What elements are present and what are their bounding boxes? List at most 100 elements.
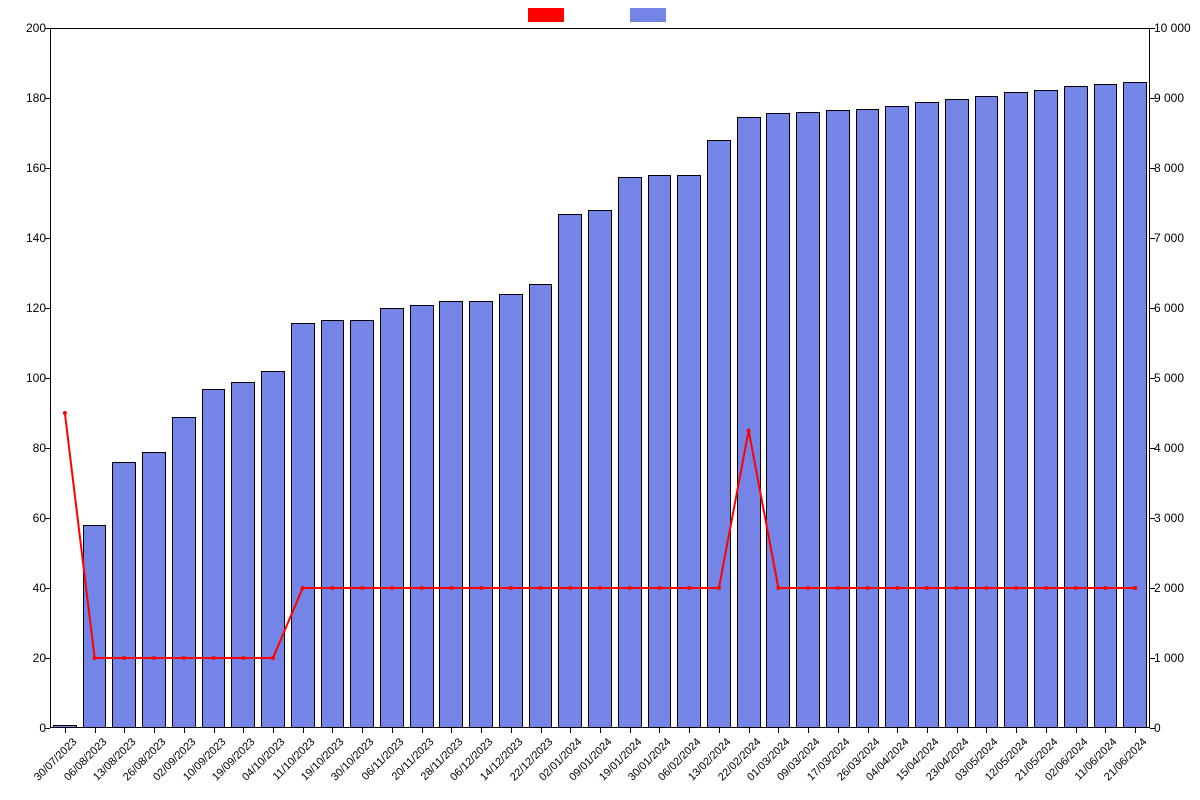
line-series bbox=[65, 413, 1135, 658]
tick-mark bbox=[124, 728, 125, 733]
ytick-right-label: 3 000 bbox=[1154, 511, 1200, 525]
tick-mark bbox=[243, 728, 244, 733]
line-marker bbox=[182, 656, 186, 660]
tick-mark bbox=[184, 728, 185, 733]
tick-mark bbox=[778, 728, 779, 733]
tick-mark bbox=[45, 588, 50, 589]
tick-mark bbox=[45, 448, 50, 449]
line-marker bbox=[301, 586, 305, 590]
tick-mark bbox=[957, 728, 958, 733]
line-marker bbox=[122, 656, 126, 660]
ytick-left-label: 180 bbox=[6, 91, 46, 105]
tick-mark bbox=[1150, 518, 1155, 519]
tick-mark bbox=[1150, 98, 1155, 99]
tick-mark bbox=[303, 728, 304, 733]
tick-mark bbox=[600, 728, 601, 733]
line-marker bbox=[479, 586, 483, 590]
tick-mark bbox=[1150, 658, 1155, 659]
line-marker bbox=[925, 586, 929, 590]
line-marker bbox=[1103, 586, 1107, 590]
line-marker bbox=[657, 586, 661, 590]
line-marker bbox=[271, 656, 275, 660]
line-marker bbox=[747, 429, 751, 433]
line-marker bbox=[152, 656, 156, 660]
ytick-right-label: 0 bbox=[1154, 721, 1200, 735]
tick-mark bbox=[1016, 728, 1017, 733]
line-marker bbox=[509, 586, 513, 590]
line-layer bbox=[50, 28, 1150, 728]
chart-stage: 020406080100120140160180200 01 0002 0003… bbox=[0, 0, 1200, 800]
line-marker bbox=[539, 586, 543, 590]
line-marker bbox=[63, 411, 67, 415]
legend-swatch-line bbox=[528, 8, 564, 22]
ytick-left-label: 160 bbox=[6, 161, 46, 175]
tick-mark bbox=[45, 308, 50, 309]
tick-mark bbox=[45, 28, 50, 29]
ytick-right-label: 6 000 bbox=[1154, 301, 1200, 315]
tick-mark bbox=[45, 728, 50, 729]
line-marker bbox=[776, 586, 780, 590]
tick-mark bbox=[1150, 588, 1155, 589]
line-marker bbox=[93, 656, 97, 660]
ytick-right-label: 2 000 bbox=[1154, 581, 1200, 595]
tick-mark bbox=[1046, 728, 1047, 733]
tick-mark bbox=[481, 728, 482, 733]
ytick-left-label: 80 bbox=[6, 441, 46, 455]
tick-mark bbox=[1150, 238, 1155, 239]
tick-mark bbox=[95, 728, 96, 733]
line-marker bbox=[866, 586, 870, 590]
tick-mark bbox=[1150, 308, 1155, 309]
line-marker bbox=[390, 586, 394, 590]
tick-mark bbox=[45, 238, 50, 239]
line-marker bbox=[568, 586, 572, 590]
plot-area bbox=[50, 28, 1150, 728]
line-marker bbox=[1014, 586, 1018, 590]
ytick-left-label: 60 bbox=[6, 511, 46, 525]
ytick-left-label: 20 bbox=[6, 651, 46, 665]
tick-mark bbox=[1150, 728, 1155, 729]
tick-mark bbox=[1105, 728, 1106, 733]
tick-mark bbox=[1150, 378, 1155, 379]
tick-mark bbox=[45, 658, 50, 659]
tick-mark bbox=[45, 518, 50, 519]
legend bbox=[0, 8, 1200, 22]
tick-mark bbox=[1150, 448, 1155, 449]
tick-mark bbox=[45, 168, 50, 169]
line-marker bbox=[1074, 586, 1078, 590]
line-marker bbox=[212, 656, 216, 660]
line-marker bbox=[717, 586, 721, 590]
ytick-left-label: 120 bbox=[6, 301, 46, 315]
tick-mark bbox=[897, 728, 898, 733]
ytick-left-label: 40 bbox=[6, 581, 46, 595]
ytick-right-label: 7 000 bbox=[1154, 231, 1200, 245]
line-marker bbox=[1044, 586, 1048, 590]
ytick-left-label: 200 bbox=[6, 21, 46, 35]
line-marker bbox=[241, 656, 245, 660]
tick-mark bbox=[541, 728, 542, 733]
tick-mark bbox=[332, 728, 333, 733]
tick-mark bbox=[808, 728, 809, 733]
tick-mark bbox=[422, 728, 423, 733]
tick-mark bbox=[927, 728, 928, 733]
line-marker bbox=[598, 586, 602, 590]
ytick-right-label: 8 000 bbox=[1154, 161, 1200, 175]
tick-mark bbox=[451, 728, 452, 733]
line-marker bbox=[330, 586, 334, 590]
tick-mark bbox=[214, 728, 215, 733]
line-marker bbox=[895, 586, 899, 590]
legend-item-bar bbox=[630, 8, 672, 22]
tick-mark bbox=[868, 728, 869, 733]
line-marker bbox=[1133, 586, 1137, 590]
tick-mark bbox=[154, 728, 155, 733]
tick-mark bbox=[719, 728, 720, 733]
tick-mark bbox=[362, 728, 363, 733]
tick-mark bbox=[273, 728, 274, 733]
line-marker bbox=[360, 586, 364, 590]
ytick-left-label: 140 bbox=[6, 231, 46, 245]
tick-mark bbox=[986, 728, 987, 733]
tick-mark bbox=[1135, 728, 1136, 733]
line-marker bbox=[687, 586, 691, 590]
line-marker bbox=[420, 586, 424, 590]
line-marker bbox=[449, 586, 453, 590]
tick-mark bbox=[45, 98, 50, 99]
